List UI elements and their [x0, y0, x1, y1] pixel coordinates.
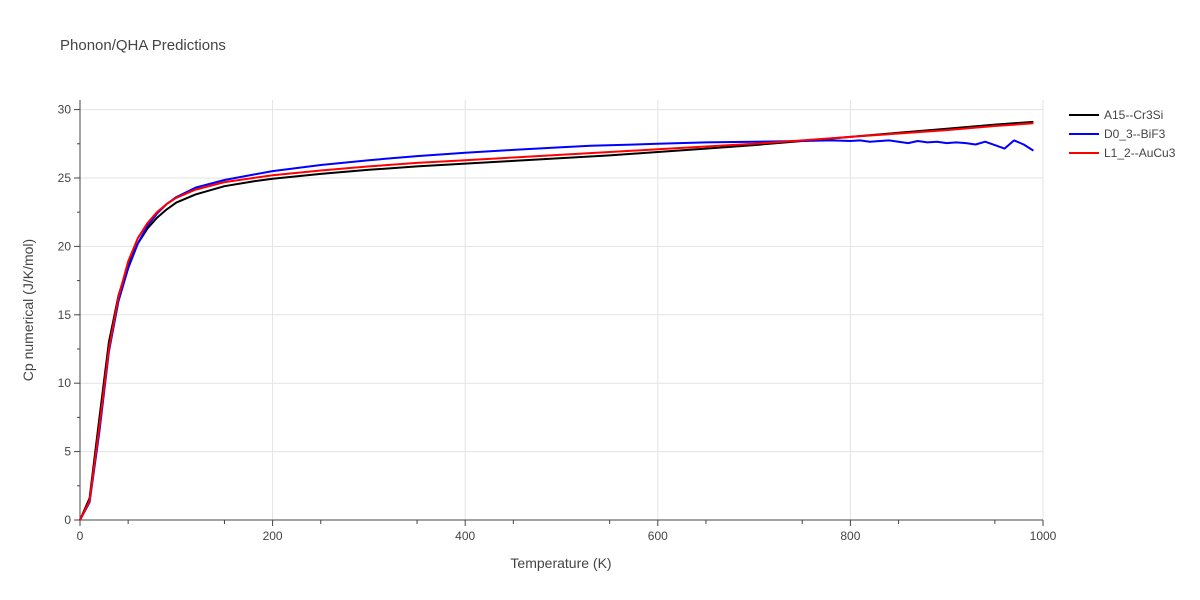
series-line-2[interactable]	[79, 122, 1034, 521]
y-tick-label: 0	[64, 513, 71, 527]
grid-lines	[80, 100, 1044, 520]
legend-label: A15--Cr3Si	[1104, 108, 1163, 122]
legend-item[interactable]: L1_2--AuCu3	[1069, 146, 1176, 160]
y-tick-label: 30	[58, 103, 72, 117]
y-tick-label: 5	[64, 445, 71, 459]
series-line-1[interactable]	[79, 139, 1034, 521]
y-tick-label: 25	[58, 171, 72, 185]
y-tick-label: 10	[58, 376, 72, 390]
x-tick-label: 1000	[1030, 529, 1057, 543]
y-tick-label: 15	[58, 308, 72, 322]
x-tick-label: 0	[77, 529, 84, 543]
chart-title: Phonon/QHA Predictions	[60, 37, 226, 54]
legend-item[interactable]: A15--Cr3Si	[1069, 108, 1163, 122]
x-tick-label: 600	[648, 529, 668, 543]
y-axis-title: Cp numerical (J/K/mol)	[20, 239, 36, 381]
axes	[74, 100, 1044, 526]
x-tick-label: 800	[840, 529, 860, 543]
legend-item[interactable]: D0_3--BiF3	[1069, 127, 1166, 141]
x-tick-labels: 0 200 400 600 800 1000	[77, 529, 1057, 543]
series-lines	[79, 120, 1034, 521]
y-tick-label: 20	[58, 239, 72, 253]
legend-label: D0_3--BiF3	[1104, 127, 1166, 141]
x-tick-label: 200	[263, 529, 283, 543]
y-tick-labels: 0 5 10 15 20 25 30	[58, 103, 72, 527]
x-tick-label: 400	[455, 529, 475, 543]
legend-label: L1_2--AuCu3	[1104, 146, 1176, 160]
x-axis-title: Temperature (K)	[510, 555, 611, 571]
legend[interactable]: A15--Cr3Si D0_3--BiF3 L1_2--AuCu3	[1069, 108, 1176, 160]
